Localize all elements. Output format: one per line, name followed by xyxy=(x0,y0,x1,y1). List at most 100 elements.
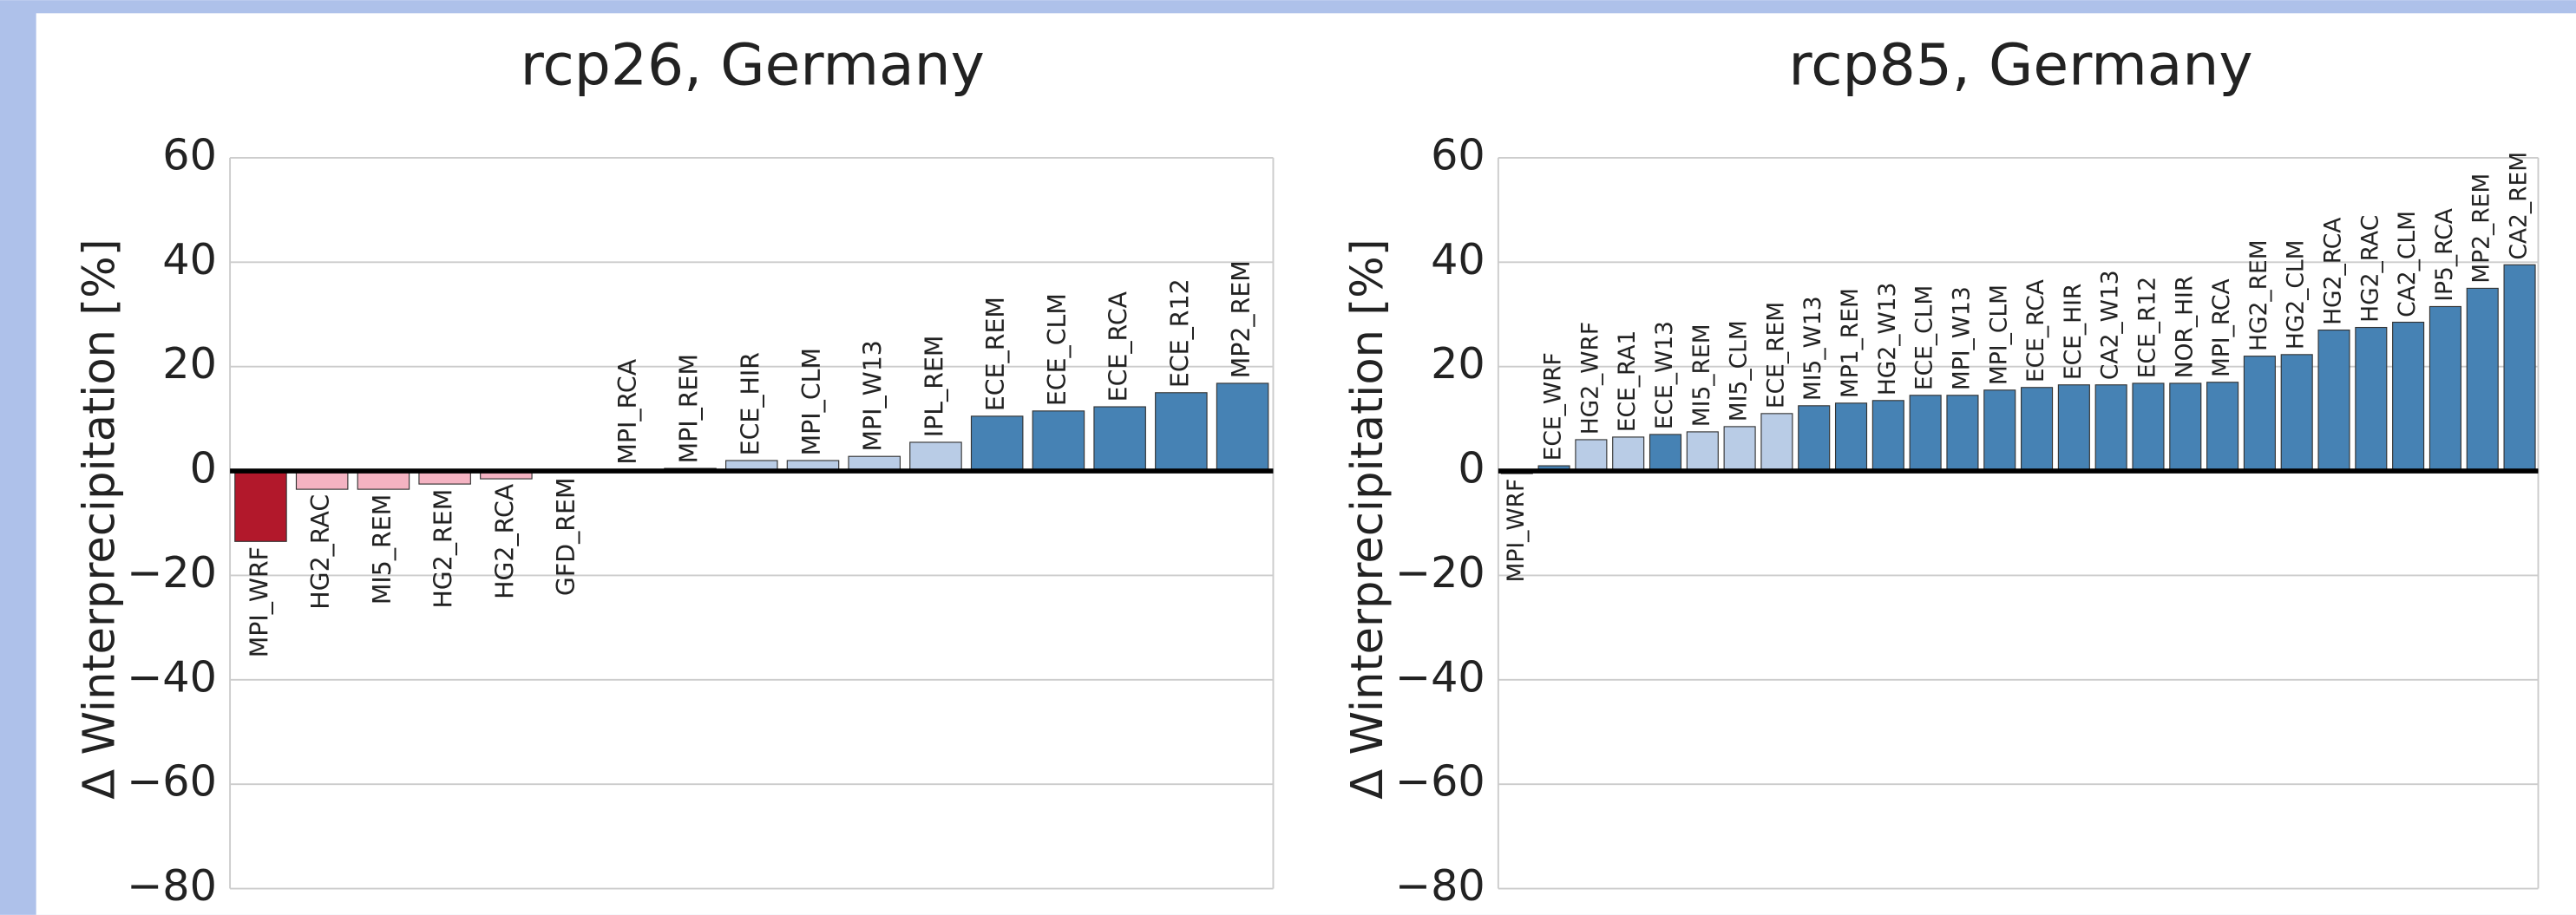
bar-label: ECE_W13 xyxy=(1651,321,1678,429)
bar-label: MI5_W13 xyxy=(1799,296,1826,401)
bar-label: MP2_REM xyxy=(1227,260,1255,378)
bar-label: ECE_RCA xyxy=(2022,279,2049,382)
bar-label: ECE_RCA xyxy=(1104,291,1133,402)
bar xyxy=(234,470,287,542)
y-tick-label: 40 xyxy=(162,234,217,284)
bar xyxy=(1834,402,1868,472)
bar xyxy=(2392,321,2425,472)
bar xyxy=(2466,287,2499,472)
bar xyxy=(1093,406,1146,472)
bar-label: ECE_REM xyxy=(1762,302,1789,408)
bar xyxy=(1946,395,1979,472)
y-tick-label: 60 xyxy=(1431,129,1485,180)
bar-label: NOR_HIR xyxy=(2171,276,2198,379)
bar xyxy=(295,470,349,490)
bar-label: MPI_W13 xyxy=(1948,286,1975,390)
y-tick-label: 0 xyxy=(190,443,217,493)
bar-label: HG2_RCA xyxy=(2320,218,2347,325)
bar-label: ECE_R12 xyxy=(2134,277,2160,378)
chart-title: rcp85, Germany xyxy=(1788,31,2252,99)
bar xyxy=(909,441,962,472)
bar-label: ECE_RA1 xyxy=(1614,330,1641,433)
bar xyxy=(1871,400,1904,472)
bar xyxy=(2317,329,2350,472)
bar-label: HG2_REM xyxy=(429,489,458,609)
bar xyxy=(2243,356,2276,472)
bar-label: MP2_REM xyxy=(2468,173,2495,284)
bar xyxy=(2057,384,2090,472)
bar-label: ECE_REM xyxy=(981,297,1010,411)
bar xyxy=(1032,410,1085,472)
bar-label: MPI_CLM xyxy=(797,348,826,455)
y-tick-label: 40 xyxy=(1431,234,1485,284)
bar-label: MPI_WRF xyxy=(1503,479,1530,583)
bar xyxy=(970,415,1024,472)
bar-label: ECE_HIR xyxy=(2060,284,2087,380)
bar-label: GFD_REM xyxy=(552,478,580,597)
y-tick-label: −60 xyxy=(1395,756,1485,807)
bar xyxy=(2094,384,2127,472)
bar xyxy=(1798,405,1831,472)
bar-label: MI5_CLM xyxy=(1726,320,1753,422)
bar xyxy=(1983,389,2016,472)
bar xyxy=(2169,382,2202,472)
chart-title: rcp26, Germany xyxy=(521,31,985,99)
bar-label: ECE_CLM xyxy=(1911,285,1938,390)
bar xyxy=(2429,305,2461,472)
bar xyxy=(1575,439,1608,472)
bar xyxy=(1155,392,1208,472)
y-tick-label: −20 xyxy=(127,547,217,598)
y-tick-label: 20 xyxy=(1431,338,1485,389)
y-tick-label: 20 xyxy=(162,338,217,389)
bar-label: HG2_WRF xyxy=(1576,322,1603,435)
bar-label: HG2_CLM xyxy=(2283,239,2310,350)
bar xyxy=(2355,326,2388,472)
bar xyxy=(1909,395,1942,472)
bar xyxy=(2021,387,2054,472)
bar-label: MPI_WRF xyxy=(245,546,273,657)
bar xyxy=(2280,354,2313,472)
bar-label: IP5_RCA xyxy=(2431,208,2458,302)
y-tick-label: −80 xyxy=(127,860,217,911)
bar xyxy=(1649,434,1682,472)
bar-label: MPI_RCA xyxy=(2208,278,2235,377)
bar xyxy=(1723,426,1756,472)
y-tick-label: −20 xyxy=(1395,547,1485,598)
bar xyxy=(1216,382,1269,472)
bar-label: ECE_CLM xyxy=(1043,293,1072,406)
bar-label: MPI_W13 xyxy=(859,340,888,451)
bar-label: HG2_W13 xyxy=(1874,283,1901,396)
y-tick-label: −40 xyxy=(1395,651,1485,702)
y-tick-label: 0 xyxy=(1458,443,1485,493)
bar-label: MPI_CLM xyxy=(1985,284,2012,385)
bar xyxy=(1686,431,1719,472)
bar-label: HG2_RCA xyxy=(490,483,519,599)
bar-label: HG2_REM xyxy=(2245,239,2272,351)
bar xyxy=(2132,382,2165,472)
y-tick-label: 60 xyxy=(162,129,217,180)
bar xyxy=(2503,264,2536,472)
bar-label: CA2_REM xyxy=(2506,152,2533,260)
bar-label: MPI_REM xyxy=(675,354,704,463)
bar xyxy=(1612,436,1645,472)
bar-label: MPI_RCA xyxy=(613,358,642,464)
y-tick-label: −40 xyxy=(127,651,217,702)
bar-label: HG2_RAC xyxy=(2356,215,2383,323)
y-axis-label: Δ Winterprecipitation [%] xyxy=(74,239,125,799)
y-axis-label: Δ Winterprecipitation [%] xyxy=(1342,239,1393,799)
bar-label: MP1_REM xyxy=(1837,288,1864,398)
bar-label: MI5_REM xyxy=(1688,324,1715,427)
bar-label: HG2_RAC xyxy=(306,494,335,610)
bar-label: ECE_HIR xyxy=(736,352,764,455)
bar-label: ECE_WRF xyxy=(1540,352,1567,461)
bar-label: CA2_CLM xyxy=(2394,211,2421,317)
bar xyxy=(357,470,410,490)
bar xyxy=(2206,382,2239,472)
y-tick-label: −80 xyxy=(1395,860,1485,911)
bar-label: MI5_REM xyxy=(368,494,397,605)
bar xyxy=(1760,413,1793,472)
bar-label: IPL_REM xyxy=(920,336,948,438)
y-tick-label: −60 xyxy=(127,756,217,807)
bar-label: ECE_R12 xyxy=(1165,278,1194,388)
